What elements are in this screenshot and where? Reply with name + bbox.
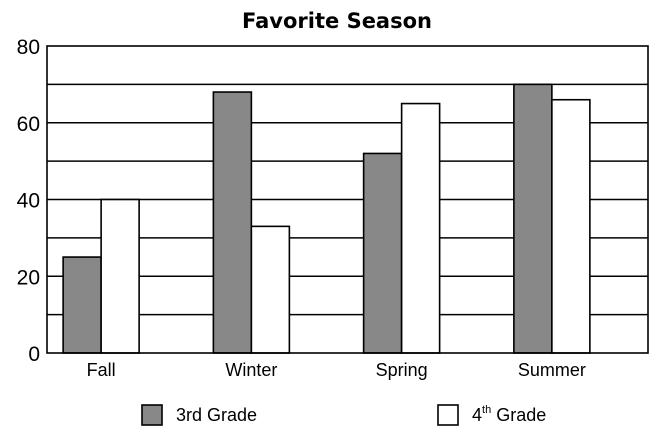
plot-frame: [46, 45, 649, 354]
x-tick-label-summer: Summer: [518, 360, 586, 380]
y-tick-label: 40: [17, 190, 40, 213]
gridlines: [47, 83, 648, 316]
y-tick-label: 80: [17, 36, 40, 59]
bar-3rd-grade-spring: [362, 152, 403, 354]
bar-4th-grade-spring: [400, 102, 441, 354]
bar-4th-grade-fall: [100, 198, 140, 354]
legend-swatch-3rd-grade: [141, 404, 163, 426]
y-axis-ticks: 0 20 40 60 80: [17, 36, 40, 366]
legend-label-4th-tail: Grade: [491, 405, 546, 425]
x-tick-label-winter: Winter: [225, 360, 277, 380]
bar-3rd-grade-fall: [62, 256, 102, 354]
x-axis-ticks: Fall Winter Spring Summer: [87, 360, 586, 380]
bar-3rd-grade-winter: [212, 91, 253, 354]
legend-label-4th-sup: th: [482, 404, 491, 416]
y-tick-label: 0: [28, 343, 40, 366]
chart-title: Favorite Season: [242, 9, 432, 33]
bar-4th-grade-summer: [551, 98, 591, 354]
y-tick-label: 60: [17, 113, 40, 136]
legend-swatch-4th-grade: [437, 404, 459, 426]
legend-label-4th-number: 4: [472, 405, 482, 425]
bar-3rd-grade-summer: [513, 83, 553, 354]
legend: 3rd Grade 4th Grade: [141, 404, 546, 426]
legend-label-3rd-grade: 3rd Grade: [176, 405, 257, 425]
bar-4th-grade-winter: [250, 225, 291, 354]
x-tick-label-fall: Fall: [87, 360, 116, 380]
legend-label-4th-grade: 4th Grade: [472, 404, 546, 425]
x-tick-label-spring: Spring: [376, 360, 428, 380]
bars: [62, 83, 591, 354]
y-tick-label: 20: [17, 266, 40, 289]
